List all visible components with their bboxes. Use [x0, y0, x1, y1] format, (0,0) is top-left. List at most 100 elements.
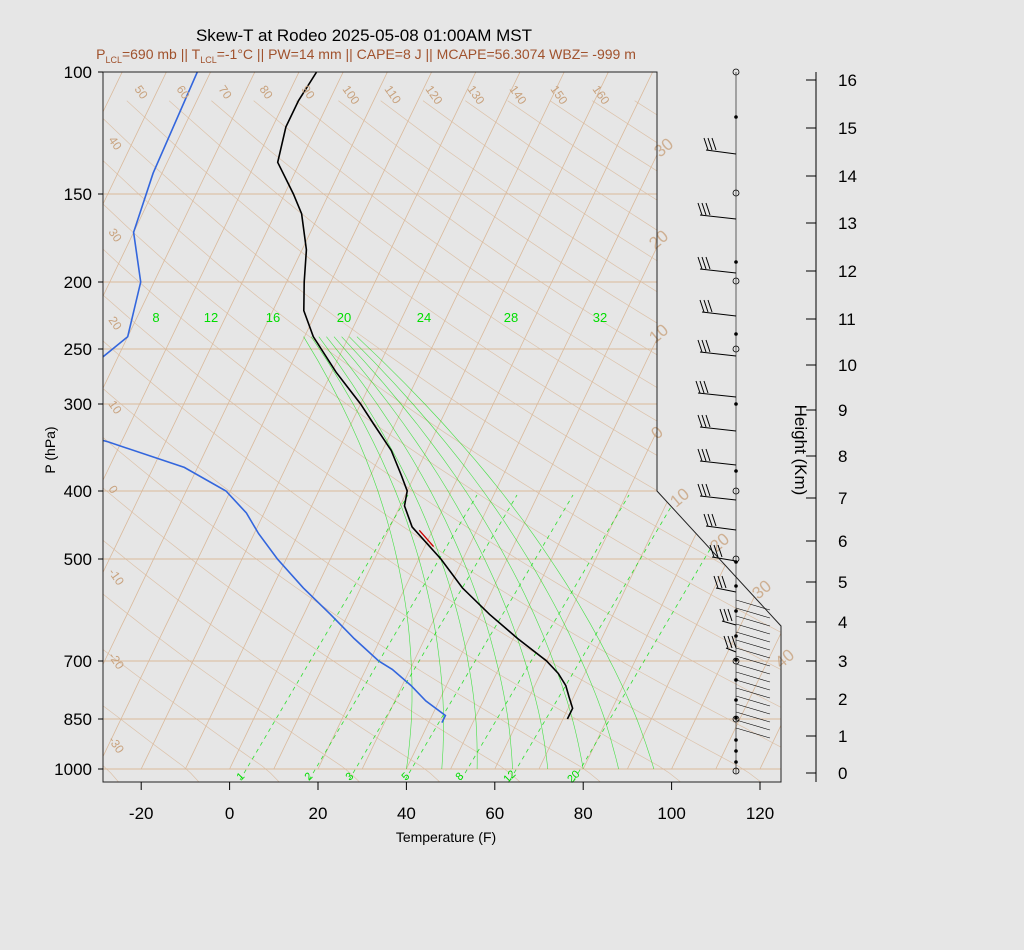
wind-calm-marker	[732, 767, 740, 775]
wind-obs-dot	[734, 469, 738, 473]
wind-barb	[735, 711, 771, 723]
temperature-tick-label: 60	[485, 804, 504, 823]
temperature-tick-label: 40	[397, 804, 416, 823]
wind-obs-dot	[734, 738, 738, 742]
wind-barb	[721, 620, 737, 626]
height-tick-label: 7	[838, 489, 847, 508]
dry-adiabat-line	[253, 100, 781, 782]
wind-barb	[735, 695, 771, 707]
dry-adiabat-line	[103, 100, 690, 782]
mixing-ratio-label: 24	[417, 310, 431, 325]
wind-obs-dot	[734, 760, 738, 764]
isotherm-line	[450, 72, 781, 770]
wind-barb	[735, 607, 771, 619]
dry-adiabat-line	[103, 100, 448, 782]
height-tick-label: 0	[838, 764, 847, 783]
dry-adiabat-line	[103, 100, 781, 782]
mixing-ratio-line	[404, 494, 574, 781]
dry-adiabat-line	[103, 100, 287, 782]
wind-barb-feather	[697, 448, 703, 462]
wind-barb-feather	[701, 414, 707, 428]
moist-adiabat-line	[318, 336, 478, 770]
isotherm-line	[103, 72, 344, 770]
dry-adiabat-line	[103, 100, 206, 782]
wind-barb	[735, 599, 771, 611]
wind-barb	[699, 351, 737, 357]
wind-barb-feather	[717, 575, 723, 589]
wind-barb-feather	[697, 339, 703, 353]
wind-calm-marker	[732, 345, 740, 353]
wind-calm-marker	[732, 715, 740, 723]
wind-barb-feather	[701, 483, 707, 497]
wind-barb-feather	[707, 299, 713, 313]
wind-barb	[735, 623, 771, 635]
height-tick-label: 13	[838, 214, 857, 233]
wind-barb-feather	[723, 635, 729, 649]
height-tick-label: 8	[838, 447, 847, 466]
isotherm-line	[273, 72, 609, 770]
wind-barb	[735, 687, 771, 699]
wind-calm-marker	[732, 657, 740, 665]
wind-obs-dot	[734, 115, 738, 119]
isotherm-line	[103, 72, 388, 770]
wind-barbs	[695, 68, 771, 775]
wind-barb	[735, 727, 771, 739]
wind-barb-feather	[707, 513, 713, 527]
temperature-tick-label: -20	[129, 804, 154, 823]
wind-barb	[735, 703, 771, 715]
moist-adiabat-line	[303, 336, 413, 770]
wind-barb-feather	[705, 448, 711, 462]
mixing-ratio-label: 20	[337, 310, 351, 325]
chart-title: Skew-T at Rodeo 2025-05-08 01:00AM MST	[196, 26, 532, 45]
height-tick-label: 6	[838, 532, 847, 551]
wind-calm-marker	[732, 68, 740, 76]
wind-obs-dot	[734, 658, 738, 662]
temperature-trace	[276, 72, 574, 720]
parcel-trace	[418, 529, 435, 548]
wind-barb	[705, 149, 737, 155]
wind-barb	[735, 671, 771, 683]
pressure-tick-label: 850	[64, 710, 92, 729]
wind-barb-feather	[705, 339, 711, 353]
pressure-tick-label: 500	[64, 550, 92, 569]
pressure-tick-label: 200	[64, 273, 92, 292]
isotherm-line	[229, 72, 565, 770]
wind-barb-feather	[719, 608, 725, 622]
dry-adiabat-line	[103, 100, 771, 782]
mixing-ratio-label: 8	[152, 310, 159, 325]
wind-barb	[699, 460, 737, 466]
temperature-tick-label: 20	[309, 804, 328, 823]
wind-barb-feather	[705, 202, 711, 216]
height-tick-label: 15	[838, 119, 857, 138]
height-tick-label: 5	[838, 573, 847, 592]
x-axis-label: Temperature (F)	[396, 829, 496, 845]
pressure-tick-label: 400	[64, 482, 92, 501]
height-tick-label: 14	[838, 167, 857, 186]
wind-barb-feather	[713, 544, 719, 558]
isotherm-line	[406, 72, 742, 770]
wind-obs-dot	[734, 260, 738, 264]
isotherm-line	[317, 72, 653, 770]
wind-barb	[701, 311, 737, 317]
wind-barb	[735, 647, 771, 659]
moist-adiabat-line	[310, 336, 444, 770]
wind-barb	[735, 679, 771, 691]
isotherm-line	[103, 72, 256, 770]
dry-adiabat-line	[103, 100, 781, 782]
pressure-tick-label: 300	[64, 395, 92, 414]
wind-barb-feather	[699, 380, 705, 394]
wind-obs-dot	[734, 698, 738, 702]
wind-obs-dot	[734, 584, 738, 588]
wind-barb	[711, 556, 737, 562]
chart-subtitle: PLCL=690 mb || TLCL=-1°C || PW=14 mm || …	[96, 46, 636, 65]
temperature-tick-label: 80	[574, 804, 593, 823]
wind-barb-feather	[711, 137, 717, 151]
dry-adiabat-line	[126, 100, 781, 782]
height-tick-label: 11	[838, 310, 856, 329]
wind-barb-feather	[721, 575, 727, 589]
height-axis-label: Height (Km)	[791, 405, 810, 496]
wind-barb	[725, 647, 737, 653]
wind-barb	[735, 631, 771, 643]
moist-adiabat-line	[333, 336, 549, 770]
